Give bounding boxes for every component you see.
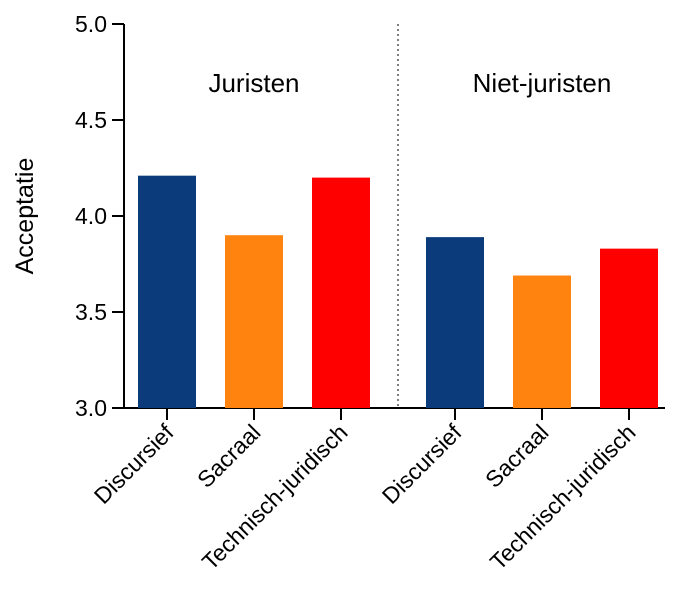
category-label: Sacraal — [192, 419, 266, 493]
bar-sacraal — [513, 275, 571, 408]
category-label: Discursief — [89, 419, 179, 509]
bar-sacraal — [225, 235, 283, 408]
y-axis-title: Acceptatie — [11, 158, 39, 275]
bars — [138, 175, 658, 408]
category-label: Technisch-juridisch — [197, 419, 353, 575]
category-label: Technisch-juridisch — [485, 419, 641, 575]
bar-discursief — [426, 237, 484, 408]
y-tick-label: 3.5 — [75, 299, 107, 325]
bar-technisch-juridisch — [312, 177, 370, 408]
group-label: Juristen — [208, 68, 299, 98]
axes — [112, 23, 665, 420]
y-tick-label: 4.5 — [75, 107, 107, 133]
y-tick-label: 5.0 — [75, 11, 107, 37]
category-label: Discursief — [377, 419, 467, 509]
group-label: Niet-juristen — [473, 68, 612, 98]
bar-technisch-juridisch — [600, 248, 658, 408]
y-tick-label: 3.0 — [75, 395, 107, 421]
y-tick-label: 4.0 — [75, 203, 107, 229]
bar-discursief — [138, 175, 196, 408]
category-label: Sacraal — [480, 419, 554, 493]
